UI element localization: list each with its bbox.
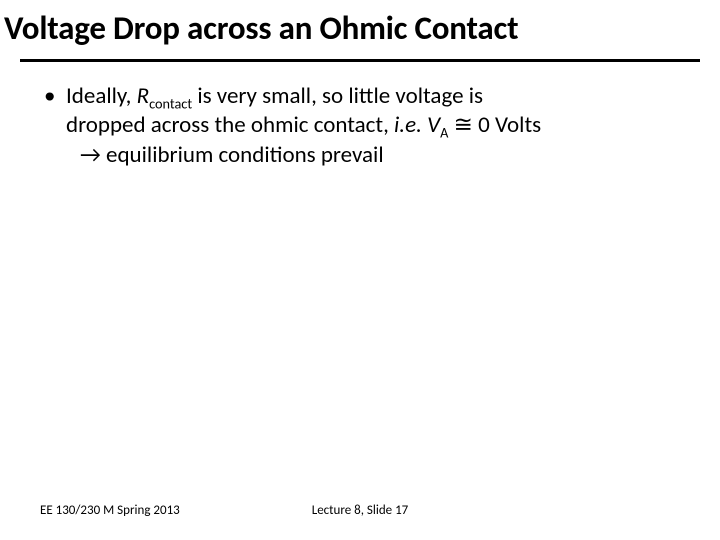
footer-course: EE 130/230 M Spring 2013 xyxy=(40,503,180,518)
symbol-V: V xyxy=(427,111,440,139)
title-underline xyxy=(20,59,700,62)
text-ie: i.e. xyxy=(394,111,422,139)
text-dropped-across: dropped across the ohmic contact, xyxy=(66,111,394,139)
slide-title: Voltage Drop across an Ohmic Contact xyxy=(4,10,716,46)
text-ideally: Ideally, xyxy=(66,82,137,110)
symbol-approx: ≅ xyxy=(448,111,478,139)
arrow-icon: → xyxy=(80,141,106,169)
text-zero-volts: 0 Volts xyxy=(478,111,541,139)
slide: Voltage Drop across an Ohmic Contact Ide… xyxy=(0,0,720,540)
text-is-very-small: is very small, so little voltage is xyxy=(192,82,483,110)
slide-footer: EE 130/230 M Spring 2013 Lecture 8, Slid… xyxy=(40,503,680,518)
text-equilibrium: equilibrium conditions prevail xyxy=(106,141,384,169)
slide-body: Ideally, Rcontact is very small, so litt… xyxy=(40,82,680,170)
bullet-line-3: → equilibrium conditions prevail xyxy=(40,141,680,170)
subscript-contact: contact xyxy=(149,95,192,113)
bullet-line-1: Ideally, Rcontact is very small, so litt… xyxy=(40,82,680,111)
footer-lecture: Lecture 8, Slide 17 xyxy=(312,503,409,518)
symbol-R: R xyxy=(137,82,150,110)
bullet-line-2: dropped across the ohmic contact, i.e. V… xyxy=(40,111,680,140)
